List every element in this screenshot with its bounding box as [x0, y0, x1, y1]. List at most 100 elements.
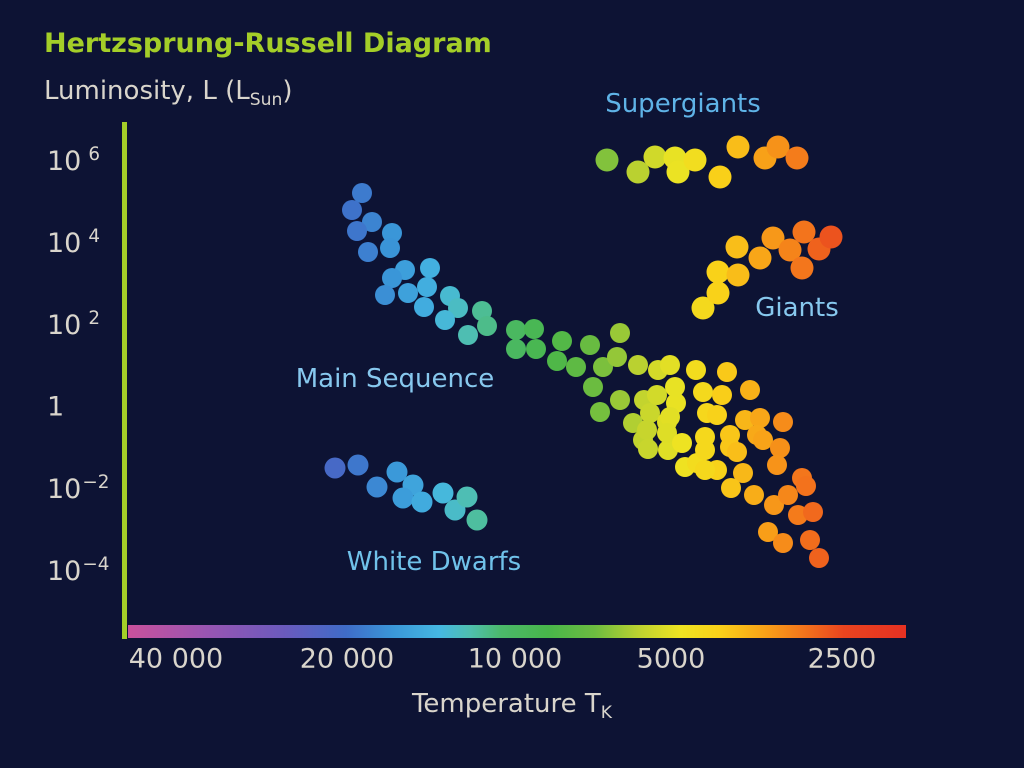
star-dot-main-sequence [382, 268, 402, 288]
cluster-label-main-sequence: Main Sequence [295, 364, 495, 394]
star-dot-main-sequence [660, 407, 680, 427]
star-dot-main-sequence [744, 485, 764, 505]
star-dot-main-sequence [417, 277, 437, 297]
star-dot-main-sequence [767, 455, 787, 475]
star-dot-white-dwarfs [466, 509, 488, 531]
star-dot-main-sequence [773, 533, 793, 553]
star-dot-giants [778, 238, 802, 262]
y-axis-title: Luminosity, L (LSun) [44, 76, 293, 110]
star-dot-supergiants [595, 148, 619, 172]
chart-title: Hertzsprung-Russell Diagram [44, 28, 492, 59]
star-dot-main-sequence [803, 502, 823, 522]
star-dot-main-sequence [583, 377, 603, 397]
star-dot-giants [726, 263, 750, 287]
star-dot-main-sequence [506, 320, 526, 340]
star-dot-giants [792, 220, 816, 244]
star-dot-main-sequence [707, 405, 727, 425]
star-dot-main-sequence [435, 310, 455, 330]
star-dot-main-sequence [721, 478, 741, 498]
star-dot-main-sequence [375, 285, 395, 305]
star-dot-main-sequence [788, 505, 808, 525]
star-dot-giants [819, 225, 843, 249]
star-dot-main-sequence [686, 360, 706, 380]
star-dot-main-sequence [638, 439, 658, 459]
star-dot-white-dwarfs [411, 491, 433, 513]
star-dot-supergiants [683, 148, 707, 172]
y-tick-label: 1 [47, 391, 65, 423]
y-tick-label: 10 4 [47, 226, 101, 260]
star-dot-main-sequence [695, 460, 715, 480]
star-dot-main-sequence [593, 357, 613, 377]
star-dot-main-sequence [448, 298, 468, 318]
star-dot-white-dwarfs [324, 457, 346, 479]
star-dot-main-sequence [477, 316, 497, 336]
y-tick-label: 10−2 [47, 472, 110, 506]
star-dot-main-sequence [695, 440, 715, 460]
star-dot-main-sequence [809, 548, 829, 568]
star-dot-white-dwarfs [392, 487, 414, 509]
y-axis-title-text: Luminosity, L (L [44, 76, 250, 106]
star-dot-supergiants [626, 160, 650, 184]
x-tick-label: 40 000 [128, 643, 224, 675]
star-dot-main-sequence [398, 283, 418, 303]
x-axis-title: Temperature TK [412, 689, 612, 723]
star-dot-main-sequence [352, 183, 372, 203]
cluster-label-giants: Giants [755, 293, 839, 323]
star-dot-main-sequence [672, 433, 692, 453]
star-dot-main-sequence [506, 339, 526, 359]
star-dot-giants [761, 226, 785, 250]
star-dot-main-sequence [580, 335, 600, 355]
star-dot-main-sequence [526, 339, 546, 359]
star-dot-main-sequence [610, 390, 630, 410]
star-dot-main-sequence [750, 408, 770, 428]
temperature-colorbar [128, 625, 906, 638]
star-dot-giants [706, 281, 730, 305]
x-tick-label: 10 000 [467, 643, 563, 675]
star-dot-giants [725, 235, 749, 259]
star-dot-main-sequence [607, 347, 627, 367]
star-dot-main-sequence [758, 522, 778, 542]
star-dot-main-sequence [347, 221, 367, 241]
cluster-label-supergiants: Supergiants [605, 89, 761, 119]
star-dot-main-sequence [735, 410, 755, 430]
x-tick-label: 20 000 [299, 643, 395, 675]
star-dot-main-sequence [358, 242, 378, 262]
star-dot-giants [706, 260, 730, 284]
star-dot-main-sequence [610, 323, 630, 343]
star-dot-white-dwarfs [432, 482, 454, 504]
cluster-label-white-dwarfs: White Dwarfs [346, 547, 522, 577]
star-dot-main-sequence [590, 402, 610, 422]
star-dot-main-sequence [628, 355, 648, 375]
x-tick-label: 2500 [807, 643, 877, 675]
star-dot-main-sequence [727, 442, 747, 462]
star-dot-main-sequence [660, 355, 680, 375]
star-dot-giants [691, 296, 715, 320]
star-dot-main-sequence [800, 530, 820, 550]
star-dot-main-sequence [637, 420, 657, 440]
star-dot-main-sequence [753, 430, 773, 450]
star-dot-main-sequence [647, 385, 667, 405]
star-dot-main-sequence [382, 223, 402, 243]
x-tick-label: 5000 [636, 643, 706, 675]
star-dot-main-sequence [362, 212, 382, 232]
star-dot-main-sequence [770, 438, 790, 458]
star-dot-main-sequence [796, 476, 816, 496]
star-dot-main-sequence [720, 425, 740, 445]
y-axis-title-suffix: ) [282, 76, 293, 106]
star-dot-giants [748, 246, 772, 270]
y-tick-label: 10 2 [47, 308, 101, 342]
star-dot-main-sequence [420, 258, 440, 278]
star-dot-main-sequence [740, 380, 760, 400]
star-dot-main-sequence [458, 325, 478, 345]
star-dot-main-sequence [547, 351, 567, 371]
star-dot-giants [790, 256, 814, 280]
star-dot-main-sequence [778, 485, 798, 505]
star-dot-supergiants [666, 160, 690, 184]
star-dot-main-sequence [524, 319, 544, 339]
star-dot-white-dwarfs [347, 454, 369, 476]
star-dot-main-sequence [717, 362, 737, 382]
y-tick-label: 10 6 [47, 144, 101, 178]
star-dot-supergiants [766, 135, 790, 159]
star-dot-supergiants [643, 145, 667, 169]
star-dot-main-sequence [380, 238, 400, 258]
